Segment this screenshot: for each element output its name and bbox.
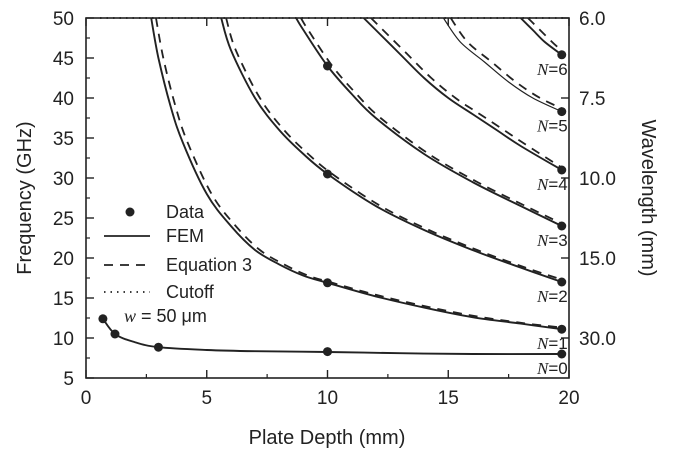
- mode-6-label: N=6: [536, 60, 568, 79]
- y2-tick-label-3: 15.0: [579, 249, 616, 270]
- curves-layer: [100, 17, 565, 355]
- legend-label-eq3: Equation 3: [166, 255, 252, 275]
- mode-4-label-var: N: [536, 175, 550, 194]
- mode-5-fem-line: [442, 17, 563, 113]
- x-tick-label-20: 20: [558, 388, 579, 409]
- data-points-layer: N=0N=1N=2N=3N=4N=5N=6: [98, 50, 568, 378]
- y-tick-label-10: 10: [53, 329, 74, 350]
- mode-0-label: N=0: [536, 359, 568, 378]
- y-tick-label-25: 25: [53, 209, 74, 230]
- mode-3-fem-line: [295, 17, 563, 227]
- y2-tick-label-1: 7.5: [579, 89, 605, 110]
- y-tick-label-30: 30: [53, 169, 74, 190]
- mode-4-label-index: =4: [548, 175, 567, 194]
- y-tick-label-50: 50: [53, 9, 74, 30]
- x-axis-label: Plate Depth (mm): [249, 427, 406, 449]
- mode-2-eq3-line: [225, 17, 563, 281]
- mode-4-data-point-0: [557, 165, 567, 175]
- mode-0-data-point-0: [98, 314, 108, 324]
- mode-3-label-index: =3: [548, 231, 567, 250]
- y-axis-label: Frequency (GHz): [14, 121, 36, 274]
- mode-2-fem-line: [220, 17, 563, 283]
- width-var: w: [124, 306, 136, 326]
- mode-3-label: N=3: [536, 231, 568, 250]
- mode-1-label-index: =1: [548, 334, 567, 353]
- y-tick-label-20: 20: [53, 249, 74, 270]
- mode-0-data-point-4: [557, 349, 567, 359]
- x-tick-label-10: 10: [317, 388, 338, 409]
- x-tick-label-15: 15: [438, 388, 459, 409]
- mode-1-label-var: N: [536, 334, 550, 353]
- mode-0-label-var: N: [536, 359, 550, 378]
- x-tick-label-0: 0: [81, 388, 92, 409]
- mode-6-label-var: N: [536, 60, 550, 79]
- y-tick-label-40: 40: [53, 89, 74, 110]
- mode-4-fem-line: [363, 17, 563, 171]
- y2-axis-label: Wavelength (mm): [637, 119, 659, 276]
- y-tick-label-15: 15: [53, 289, 74, 310]
- mode-3-label-var: N: [536, 231, 550, 250]
- legend-label-data: Data: [166, 202, 205, 222]
- mode-6-fem-line: [520, 17, 563, 56]
- x-tick-label-5: 5: [201, 388, 212, 409]
- mode-1-data-point-1: [557, 324, 567, 334]
- mode-3-eq3-line: [300, 17, 563, 225]
- mode-2-label: N=2: [536, 287, 568, 306]
- mode-1-fem-line: [150, 17, 562, 331]
- mode-0-label-index: =0: [548, 359, 567, 378]
- mode-1-data-point-0: [323, 278, 332, 288]
- mode-0-data-point-1: [110, 329, 120, 339]
- mode-2-label-var: N: [536, 287, 550, 306]
- mode-2-label-index: =2: [548, 287, 567, 306]
- y2-tick-label-2: 10.0: [579, 169, 616, 190]
- y2-tick-label-4: 30.0: [579, 329, 616, 350]
- y-tick-label-45: 45: [53, 49, 74, 70]
- mode-0-fem-line: [102, 318, 562, 355]
- y-tick-label-5: 5: [63, 369, 74, 390]
- mode-2-data-point-0: [323, 169, 332, 179]
- mode-3-data-point-1: [557, 221, 567, 231]
- legend-label-fem: FEM: [166, 226, 204, 246]
- mode-6-data-point-0: [557, 50, 567, 60]
- mode-4-label: N=4: [536, 175, 568, 194]
- mode-5-label-var: N: [536, 117, 550, 136]
- mode-5-data-point-0: [557, 107, 567, 117]
- mode-0-data-point-2: [153, 342, 163, 352]
- legend-label-cutoff: Cutoff: [166, 282, 215, 302]
- width-annotation: w = 50 μm: [124, 306, 207, 326]
- y-tick-label-35: 35: [53, 129, 74, 150]
- mode-1-label: N=1: [536, 334, 568, 353]
- mode-2-data-point-1: [557, 277, 567, 287]
- width-value: = 50 μm: [136, 306, 207, 326]
- mode-1-eq3-line: [155, 17, 562, 329]
- mode-3-data-point-0: [323, 61, 332, 71]
- mode-4-eq3-line: [370, 17, 563, 169]
- legend: Data FEM Equation 3 Cutoff w = 50 μm: [104, 202, 252, 326]
- mode-5-label: N=5: [536, 117, 568, 136]
- mode-0-data-point-3: [323, 347, 332, 357]
- y2-tick-label-0: 6.0: [579, 9, 605, 30]
- mode-6-label-index: =6: [548, 60, 567, 79]
- legend-data-marker: [125, 207, 135, 217]
- mode-6-eq3-line: [527, 17, 563, 52]
- mode-5-label-index: =5: [548, 117, 567, 136]
